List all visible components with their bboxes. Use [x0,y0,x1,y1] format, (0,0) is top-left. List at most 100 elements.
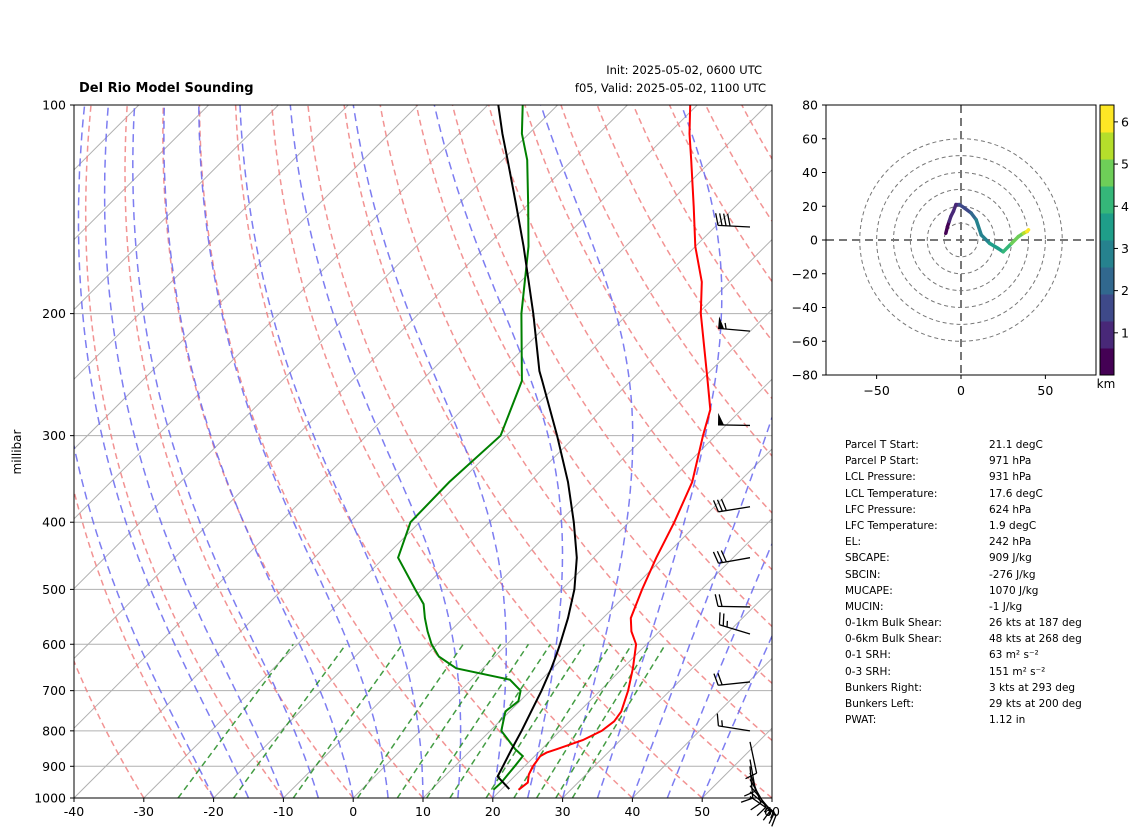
barb-full [727,213,731,227]
hodo-y-tick-label: 80 [802,98,818,113]
barb-full [713,673,719,686]
hodo-y-tick-label: 20 [802,199,818,214]
dry-adiabat-line [162,105,424,798]
stat-label: LCL Temperature: [845,487,938,500]
dry-adiabat-line [271,105,633,798]
colorbar-tick-label: 1 [1121,325,1129,340]
stat-label: SBCAPE: [845,552,890,565]
colorbar-segment [1100,294,1114,322]
colorbar-tick-label: 4 [1121,199,1129,214]
y-tick-label: 700 [42,683,66,698]
hodo-x-tick-label: 50 [1037,383,1053,398]
stat-label: MUCIN: [845,600,884,613]
colorbar-segment [1100,213,1114,241]
hodo-y-tick-label: −60 [792,334,818,349]
barb-full [722,613,725,626]
stat-label: Parcel T Start: [845,439,919,451]
barb-full [718,612,721,625]
wind-barb [713,673,751,686]
isotherm-line [422,448,772,798]
moist-adiabat-line [352,105,508,798]
colorbar-tick-label: 2 [1121,283,1129,298]
barb-staff [718,725,751,732]
hodograph-segment [1025,228,1031,234]
moist-adiabat-line [77,105,250,798]
x-tick-label: -10 [273,804,293,819]
stat-value: -276 J/kg [989,568,1036,581]
barb-full [720,498,727,511]
isotherm-line [74,105,698,729]
barb-full [720,550,727,563]
hodo-y-tick-label: −80 [792,368,818,383]
temperature-profile-line [517,105,712,791]
isotherm-line [74,105,419,450]
barb-full [762,809,772,821]
hodo-x-tick-label: 0 [957,383,965,398]
dry-adiabat-line [379,105,772,742]
stat-label: SBCIN: [845,568,881,581]
wind-barb [716,713,751,732]
valid-time: f05, Valid: 2025-05-02, 1100 UTC [575,81,766,95]
mixing-ratio-line [396,643,502,798]
dry-adiabat-line [124,105,354,798]
barb-flag [718,412,725,425]
stat-value: 17.6 degC [989,487,1043,500]
stat-label: LFC Pressure: [845,503,916,516]
barb-staff [749,741,758,774]
colorbar-tick-label: 5 [1121,157,1129,172]
hodograph-segment [979,233,992,246]
colorbar-segment [1100,321,1114,349]
dry-adiabat-line [198,105,494,798]
isotherm-line [143,169,772,798]
hodograph-segment [1001,241,1014,254]
x-tick-label: 0 [349,804,357,819]
y-tick-label: 500 [42,582,66,597]
barb-half [770,812,774,819]
barb-full [771,814,777,827]
mixing-ratio-line [292,643,404,798]
wind-barb [749,795,777,827]
isotherm-line [74,105,768,798]
stat-label: 0-1 SRH: [845,649,891,662]
dry-adiabat-line [415,105,772,685]
height-colorbar: 1 2 3 4 5 6 [1099,104,1129,376]
colorbar-segment [1100,159,1114,187]
barb-staff [717,605,751,608]
colorbar-segment [1100,132,1114,160]
colorbar-segment [1100,348,1114,376]
moist-adiabat-line [540,105,634,798]
barb-full [716,499,723,512]
stat-label: Bunkers Right: [845,681,922,694]
y-tick-label: 100 [42,98,66,113]
barb-staff [718,506,751,513]
hodograph-segment [974,218,983,237]
wind-barb [717,412,751,427]
x-tick-label: 30 [555,804,571,819]
dry-adiabat-line [234,105,564,798]
wind-barb [718,612,751,635]
isotherm-line [562,587,772,798]
moist-adiabat-line [103,105,285,798]
x-tick-label: 20 [485,804,501,819]
dry-adiabat-line [84,105,285,798]
isotherm-line [283,308,772,798]
moist-adiabat-line [433,105,564,798]
y-tick-label: 200 [42,306,66,321]
stat-value: 151 m² s⁻² [989,665,1046,678]
mixing-ratio-line [425,643,530,798]
colorbar-unit-label: km [1097,377,1116,391]
stat-label: Parcel P Start: [845,455,919,468]
stat-label: Bunkers Left: [845,698,915,710]
stat-value: 48 kts at 268 deg [989,633,1082,646]
hodograph-ring [926,205,996,275]
y-tick-label: 600 [42,637,66,652]
skewt-grid [74,105,772,798]
stat-label: EL: [845,536,862,549]
isotherm-line [74,105,628,660]
barb-full [743,790,756,797]
init-time: Init: 2025-05-02, 0600 UTC [606,63,762,77]
barb-full [756,806,767,817]
y-axis-label: millibar [10,429,24,474]
stat-label: 0-6km Bulk Shear: [845,633,942,646]
colorbar-tick-label: 6 [1121,114,1129,129]
